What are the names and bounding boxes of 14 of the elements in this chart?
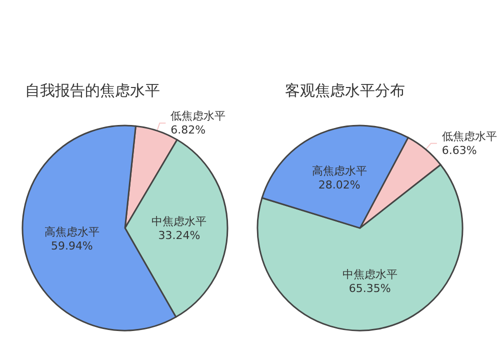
slice-label: 高焦虑水平 [312, 164, 367, 178]
chart-title: 客观焦虑水平分布 [285, 82, 405, 100]
slice-label: 中焦虑水平 [342, 268, 398, 281]
slice-label: 高焦虑水平 [44, 226, 100, 239]
slice-label: 低焦虑水平 [170, 110, 226, 123]
data-label: 59.94% [50, 240, 93, 253]
data-label: 28.02% [318, 178, 360, 192]
data-label: 33.24% [158, 228, 200, 242]
data-label: 65.35% [348, 282, 391, 295]
data-label: 6.63% [442, 144, 477, 157]
slice-label: 中焦虑水平 [152, 214, 207, 228]
slice-label: 低焦虑水平 [442, 130, 497, 143]
chart-title: 自我报告的焦虑水平 [25, 82, 160, 100]
data-label: 6.82% [170, 124, 206, 137]
